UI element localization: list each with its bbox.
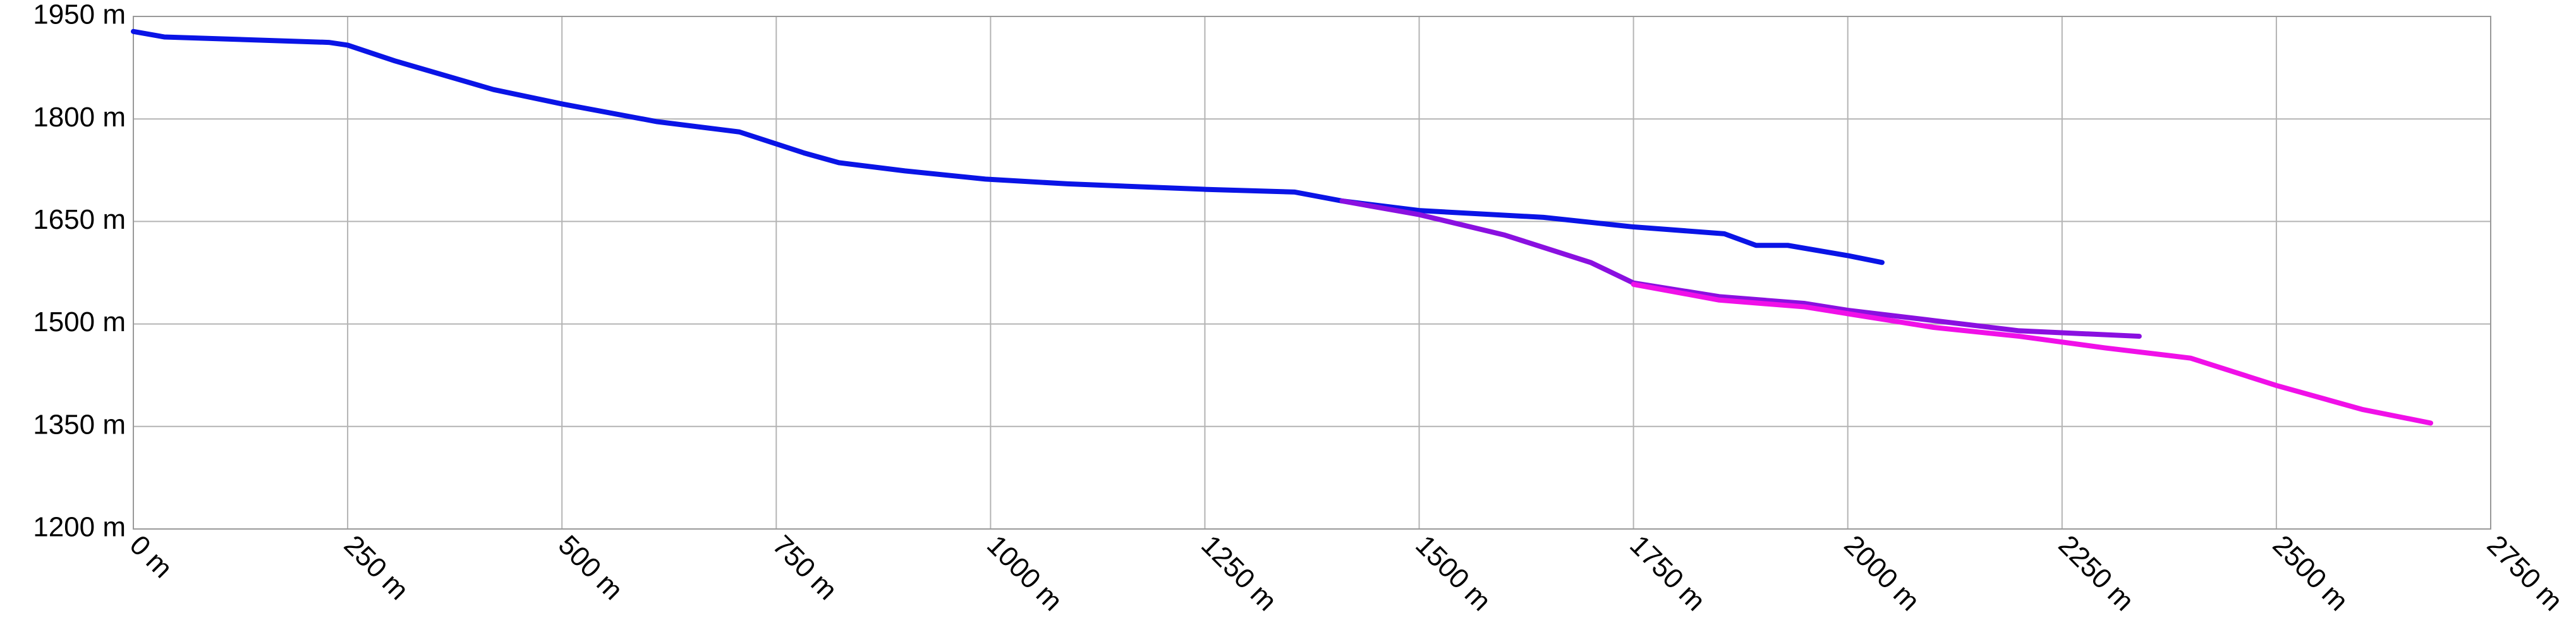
y-tick-label: 1800 m <box>33 102 126 133</box>
x-tick-label: 2750 m <box>2481 530 2568 617</box>
elevation-line <box>1631 281 2434 426</box>
plot-border <box>133 16 2491 530</box>
y-tick-label: 1650 m <box>33 204 126 235</box>
y-tick-label: 1500 m <box>33 307 126 337</box>
y-tick-label: 1350 m <box>33 409 126 440</box>
x-tick-label: 1250 m <box>1195 530 1282 617</box>
elevation-line <box>1339 198 2142 339</box>
x-tick-label: 1500 m <box>1409 530 1497 617</box>
y-tick-label: 1200 m <box>33 512 126 543</box>
x-tick-label: 1000 m <box>981 530 1068 617</box>
elevation-line <box>131 28 1885 265</box>
x-tick-label: 500 m <box>552 530 629 606</box>
x-tick-label: 2000 m <box>1838 530 1925 617</box>
x-tick-label: 0 m <box>124 530 179 585</box>
x-tick-label: 250 m <box>338 530 415 606</box>
x-tick-label: 2250 m <box>2053 530 2140 617</box>
x-tick-label: 1750 m <box>1624 530 1711 617</box>
x-tick-label: 750 m <box>767 530 843 606</box>
y-tick-label: 1950 m <box>33 0 126 30</box>
x-tick-label: 2500 m <box>2267 530 2354 617</box>
